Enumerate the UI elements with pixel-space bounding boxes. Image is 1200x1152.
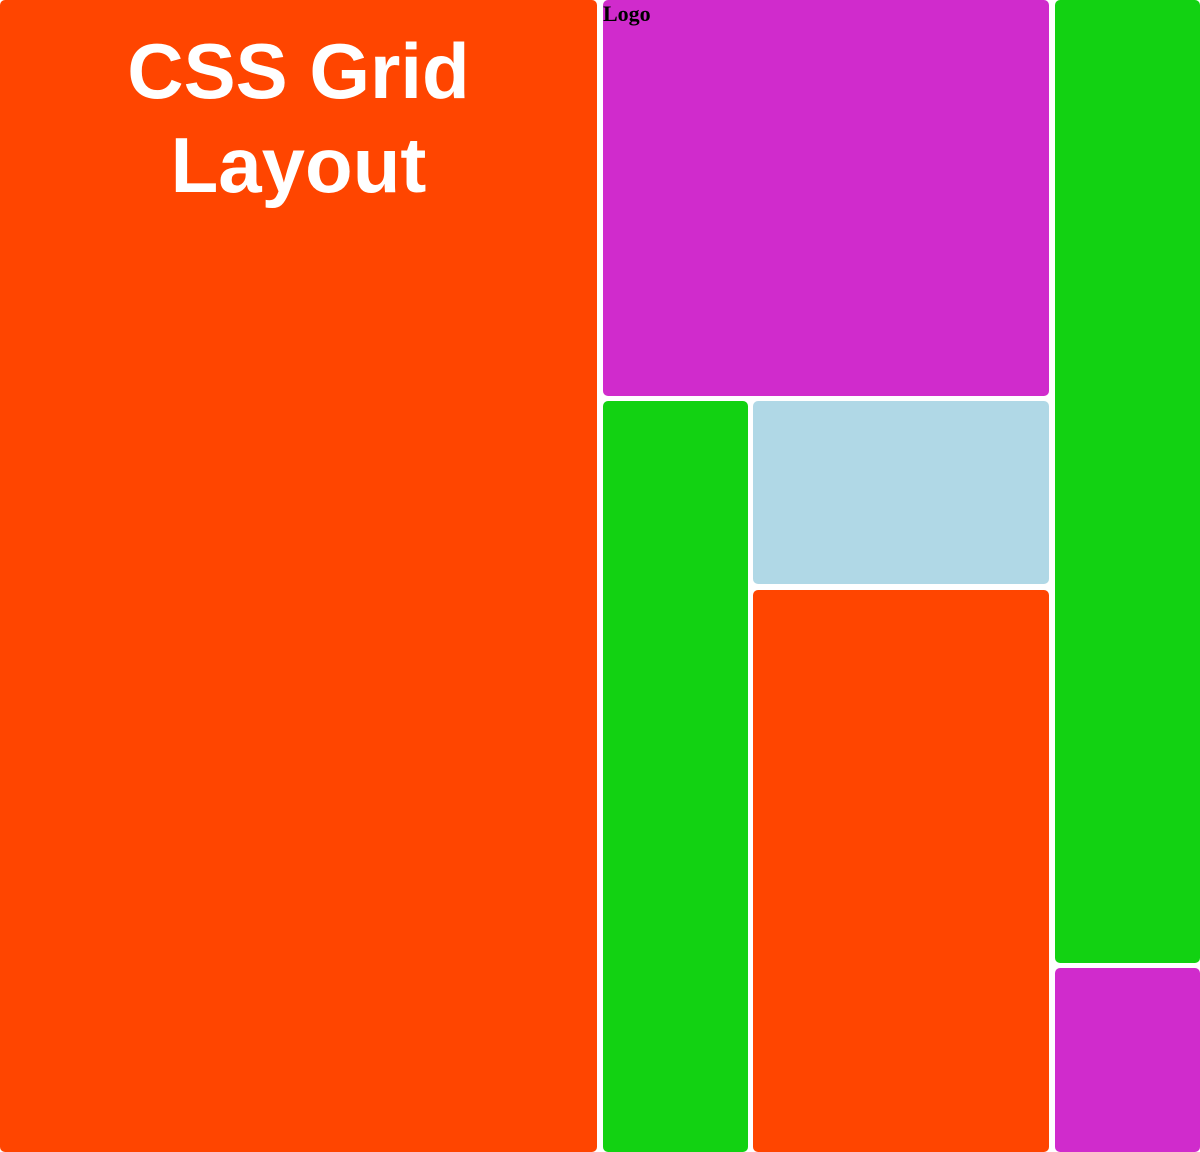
center-top-grid-item	[753, 401, 1049, 584]
center-left-grid-item	[603, 401, 748, 1152]
right-bottom-grid-item	[1055, 968, 1200, 1152]
right-top-grid-item	[1055, 0, 1200, 963]
logo-grid-item: Logo	[603, 0, 1049, 396]
center-bottom-grid-item	[753, 590, 1049, 1152]
page-title: CSS Grid Layout	[127, 27, 470, 209]
logo-label: Logo	[603, 1, 651, 26]
title-grid-item: CSS Grid Layout	[0, 0, 597, 1152]
